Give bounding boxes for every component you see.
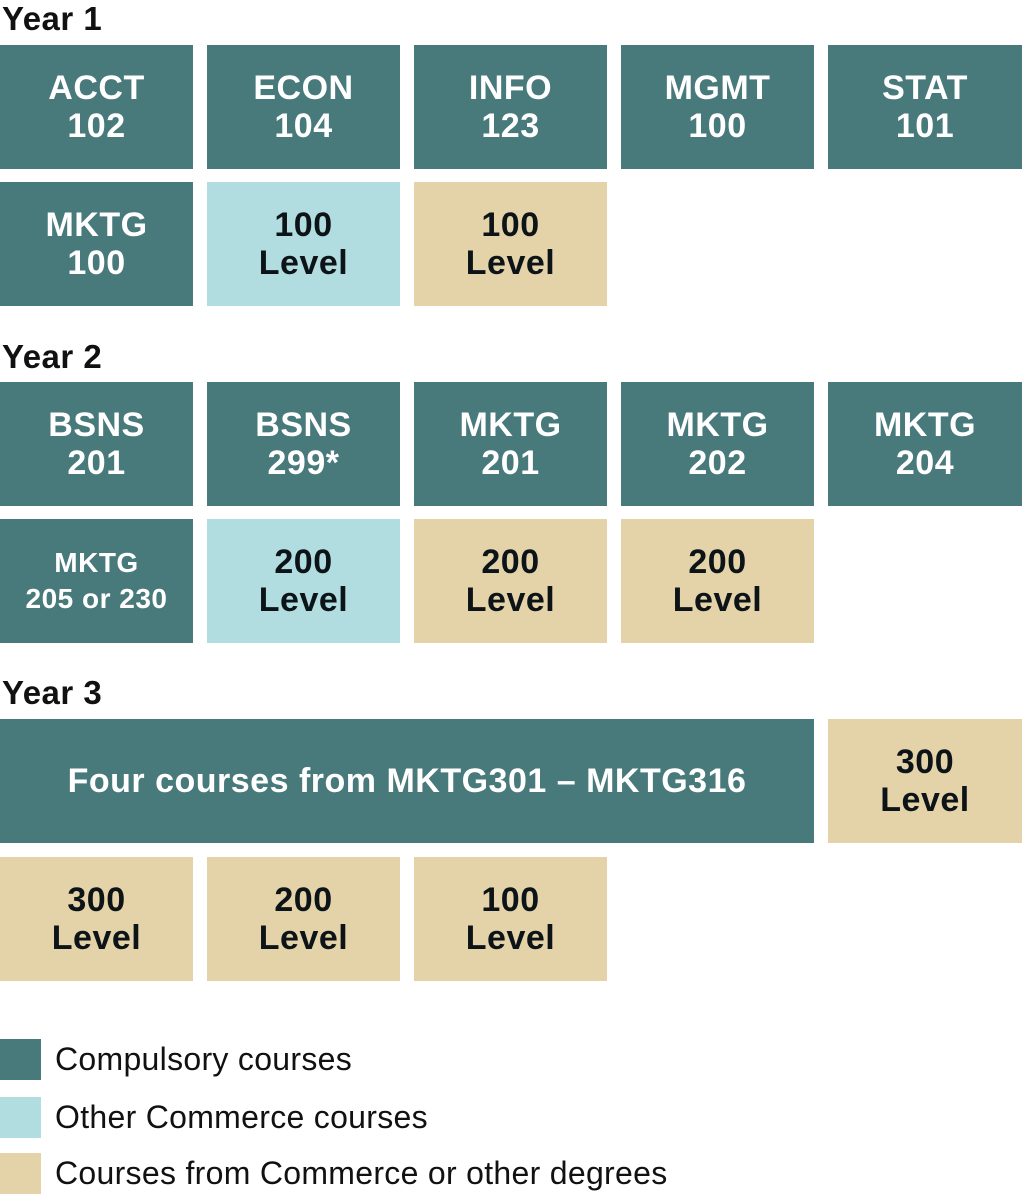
tile-line-2: 101 bbox=[895, 107, 955, 145]
elective-tile-300-level-any: 300 Level bbox=[828, 719, 1022, 843]
legend-swatch-other-commerce bbox=[0, 1096, 41, 1138]
tile-line-2: 201 bbox=[67, 444, 126, 482]
elective-tile-200-level-any: 200 Level bbox=[207, 857, 400, 981]
course-tile-mgmt-100: MGMT 100 bbox=[621, 45, 814, 169]
tile-line-1: BSNS bbox=[48, 406, 145, 444]
tile-line-1: MKTG bbox=[873, 406, 977, 444]
course-tile-mktg-100: MKTG 100 bbox=[0, 182, 193, 306]
tile-line-1: 200 bbox=[688, 543, 747, 581]
tile-line-2: 205 or 230 bbox=[25, 583, 168, 614]
elective-tile-200-level-commerce: 200 Level bbox=[207, 519, 400, 643]
elective-tile-300-level-any: 300 Level bbox=[0, 857, 193, 981]
course-tile-bsns-201: BSNS 201 bbox=[0, 382, 193, 506]
tile-line-1: ECON bbox=[253, 69, 354, 107]
tile-line-1: 300 bbox=[67, 881, 126, 919]
course-tile-stat-101: STAT 101 bbox=[828, 45, 1022, 169]
tile-line-2: Level bbox=[465, 919, 556, 957]
course-tile-info-123: INFO 123 bbox=[414, 45, 607, 169]
course-tile-acct-102: ACCT 102 bbox=[0, 45, 193, 169]
year-3-heading: Year 3 bbox=[2, 674, 103, 711]
tile-line-2: 123 bbox=[481, 107, 540, 145]
year-1-heading: Year 1 bbox=[2, 0, 103, 37]
legend-item-commerce-or-other: Courses from Commerce or other degrees bbox=[0, 1152, 668, 1194]
tile-line-1: 300 bbox=[895, 743, 955, 781]
tile-line-1: ACCT bbox=[48, 69, 145, 107]
tile-line-2: 299* bbox=[267, 444, 340, 482]
legend-label: Other Commerce courses bbox=[55, 1098, 428, 1135]
tile-line-1: MKTG bbox=[459, 406, 562, 444]
elective-tile-100-level-commerce: 100 Level bbox=[207, 182, 400, 306]
tile-line-1: STAT bbox=[882, 69, 968, 107]
tile-line-2: 100 bbox=[67, 244, 126, 282]
course-tile-mktg-202: MKTG 202 bbox=[621, 382, 814, 506]
tile-line-1: 100 bbox=[481, 206, 540, 244]
tile-line-2: Level bbox=[258, 919, 349, 957]
tile-line-2: Level bbox=[465, 581, 556, 619]
tile-line-1: BSNS bbox=[255, 406, 352, 444]
legend-swatch-commerce-or-other bbox=[0, 1152, 41, 1194]
elective-tile-100-level-any: 100 Level bbox=[414, 857, 607, 981]
legend-label: Compulsory courses bbox=[55, 1040, 353, 1077]
tile-line-1: 200 bbox=[274, 543, 333, 581]
tile-line-1: INFO bbox=[468, 69, 553, 107]
tile-line-1: 100 bbox=[274, 206, 333, 244]
legend-item-other-commerce: Other Commerce courses bbox=[0, 1096, 428, 1138]
year-2-heading: Year 2 bbox=[2, 338, 103, 375]
tile-line-1: 100 bbox=[481, 881, 540, 919]
tile-text: Four courses from MKTG301 – MKTG316 bbox=[67, 762, 747, 800]
legend-item-compulsory: Compulsory courses bbox=[0, 1038, 352, 1080]
tile-line-1: MKTG bbox=[666, 406, 769, 444]
course-tile-mktg-300-level-choice: Four courses from MKTG301 – MKTG316 bbox=[0, 719, 814, 843]
tile-line-2: 104 bbox=[274, 107, 333, 145]
course-tile-mktg-204: MKTG 204 bbox=[828, 382, 1022, 506]
tile-line-2: 100 bbox=[688, 107, 747, 145]
tile-line-1: 200 bbox=[481, 543, 540, 581]
legend-label: Courses from Commerce or other degrees bbox=[55, 1154, 668, 1191]
tile-line-2: Level bbox=[465, 244, 556, 282]
tile-line-2: 102 bbox=[67, 107, 126, 145]
course-tile-bsns-299: BSNS 299* bbox=[207, 382, 400, 506]
tile-line-2: 202 bbox=[688, 444, 747, 482]
course-tile-mktg-201: MKTG 201 bbox=[414, 382, 607, 506]
tile-line-1: MKTG bbox=[54, 547, 139, 578]
tile-line-1: MKTG bbox=[45, 206, 148, 244]
course-tile-econ-104: ECON 104 bbox=[207, 45, 400, 169]
tile-line-1: 200 bbox=[274, 881, 333, 919]
tile-line-2: Level bbox=[258, 581, 349, 619]
elective-tile-200-level-any: 200 Level bbox=[621, 519, 814, 643]
tile-line-1: MGMT bbox=[664, 69, 771, 107]
tile-line-2: Level bbox=[258, 244, 349, 282]
tile-line-2: 201 bbox=[481, 444, 540, 482]
tile-line-2: Level bbox=[51, 919, 142, 957]
tile-line-2: Level bbox=[672, 581, 763, 619]
course-tile-mktg-205-or-230: MKTG 205 or 230 bbox=[0, 519, 193, 643]
tile-line-2: 204 bbox=[895, 444, 955, 482]
elective-tile-100-level-any: 100 Level bbox=[414, 182, 607, 306]
tile-line-2: Level bbox=[880, 781, 970, 819]
elective-tile-200-level-any: 200 Level bbox=[414, 519, 607, 643]
legend-swatch-compulsory bbox=[0, 1038, 41, 1080]
